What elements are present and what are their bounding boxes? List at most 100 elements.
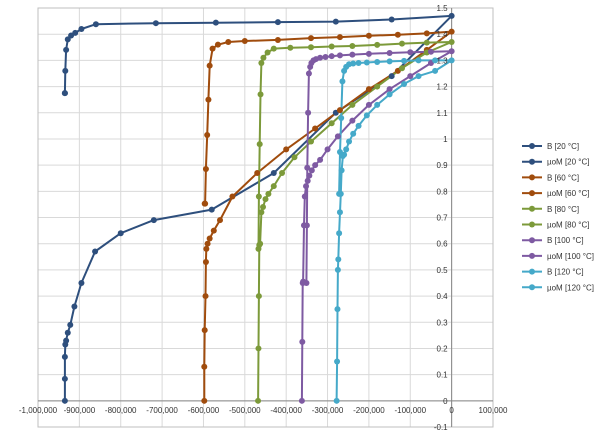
data-point xyxy=(415,73,422,80)
data-point xyxy=(324,146,331,153)
data-point xyxy=(201,397,208,404)
data-point xyxy=(336,107,343,114)
data-point xyxy=(363,59,370,66)
legend-label: µoM [20 °C] xyxy=(547,158,590,167)
data-point xyxy=(365,86,372,93)
data-point xyxy=(264,49,271,56)
data-point xyxy=(61,90,68,97)
data-point xyxy=(241,37,248,44)
data-point xyxy=(365,50,372,57)
data-point xyxy=(386,91,393,98)
data-point xyxy=(202,166,209,173)
data-point xyxy=(63,46,70,53)
legend-label: B [80 °C] xyxy=(547,205,579,214)
data-point xyxy=(432,67,439,74)
data-point xyxy=(349,51,356,58)
data-point xyxy=(208,206,215,213)
y-tick-label: 0.4 xyxy=(437,292,449,301)
data-point xyxy=(204,240,211,247)
data-point xyxy=(78,279,85,286)
data-point xyxy=(386,58,393,65)
data-point xyxy=(214,41,221,48)
data-point xyxy=(334,133,341,140)
legend-swatch-marker xyxy=(529,221,535,228)
y-tick-label: 0.2 xyxy=(437,344,449,353)
series-points xyxy=(61,12,455,404)
data-point xyxy=(270,169,277,176)
data-point xyxy=(229,193,236,200)
data-point xyxy=(68,32,75,39)
y-tick-label: 0.5 xyxy=(437,266,449,275)
data-point xyxy=(63,337,70,344)
data-point xyxy=(255,193,262,200)
series-line-4 xyxy=(257,41,453,401)
data-point xyxy=(308,44,314,51)
data-point xyxy=(150,217,157,224)
y-tick-label: 0.7 xyxy=(437,214,449,223)
data-point xyxy=(274,19,281,26)
y-tick-label: 1.2 xyxy=(437,83,449,92)
data-point xyxy=(217,217,223,224)
y-tick-label: -0.1 xyxy=(434,423,448,432)
data-point xyxy=(205,96,212,103)
y-tick-label: 0.6 xyxy=(437,240,449,249)
data-point xyxy=(349,42,356,49)
data-point xyxy=(308,138,314,145)
legend-swatch-marker xyxy=(529,284,535,291)
data-point xyxy=(257,91,264,98)
plot-frame xyxy=(37,7,494,428)
legend-label: B [100 °C] xyxy=(547,236,584,245)
data-point xyxy=(338,114,345,121)
data-point xyxy=(374,83,381,90)
data-point xyxy=(260,204,267,211)
data-point xyxy=(334,306,341,313)
data-point xyxy=(365,32,372,39)
data-point xyxy=(332,18,339,25)
y-tick-label: 1 xyxy=(443,135,448,144)
data-point xyxy=(374,41,381,48)
data-point xyxy=(328,120,335,127)
data-point xyxy=(350,130,357,137)
data-point xyxy=(415,57,422,64)
legend-label: µoM [60 °C] xyxy=(547,189,590,198)
data-point xyxy=(336,230,343,237)
data-point xyxy=(328,43,335,50)
data-point xyxy=(78,25,85,32)
data-point xyxy=(258,59,265,66)
data-point xyxy=(274,36,281,43)
legend-swatch-marker xyxy=(529,268,535,275)
data-point xyxy=(303,183,310,190)
data-point xyxy=(427,48,434,55)
data-point xyxy=(336,149,343,156)
series-line-8 xyxy=(335,59,453,401)
data-point xyxy=(394,31,401,38)
data-point xyxy=(67,321,74,328)
data-point xyxy=(407,49,414,56)
y-tick-label: 0 xyxy=(443,397,448,406)
data-point xyxy=(258,209,265,216)
data-point xyxy=(301,193,308,200)
data-point xyxy=(401,57,408,64)
x-tick-label: -300,000 xyxy=(312,406,344,415)
legend-label: µoM [120 °C] xyxy=(547,283,594,292)
y-tick-label: 0.9 xyxy=(437,161,449,170)
data-point xyxy=(334,266,341,273)
data-point xyxy=(448,48,455,55)
legend-label: µoM [100 °C] xyxy=(547,252,594,261)
data-point xyxy=(270,183,277,190)
data-point xyxy=(204,132,211,139)
data-point xyxy=(61,353,68,360)
data-point xyxy=(201,363,208,370)
data-point xyxy=(298,397,305,404)
x-tick-label: -100,000 xyxy=(394,406,426,415)
data-point xyxy=(201,200,208,207)
data-point xyxy=(423,30,430,37)
y-tick-label: 0.3 xyxy=(437,318,449,327)
x-tick-label: -800,000 xyxy=(105,406,137,415)
data-point xyxy=(339,78,346,85)
data-point xyxy=(349,101,356,108)
legend-swatch-marker xyxy=(529,190,535,197)
x-tick-label: -500,000 xyxy=(229,406,261,415)
data-point xyxy=(64,36,71,43)
data-point xyxy=(328,53,335,60)
